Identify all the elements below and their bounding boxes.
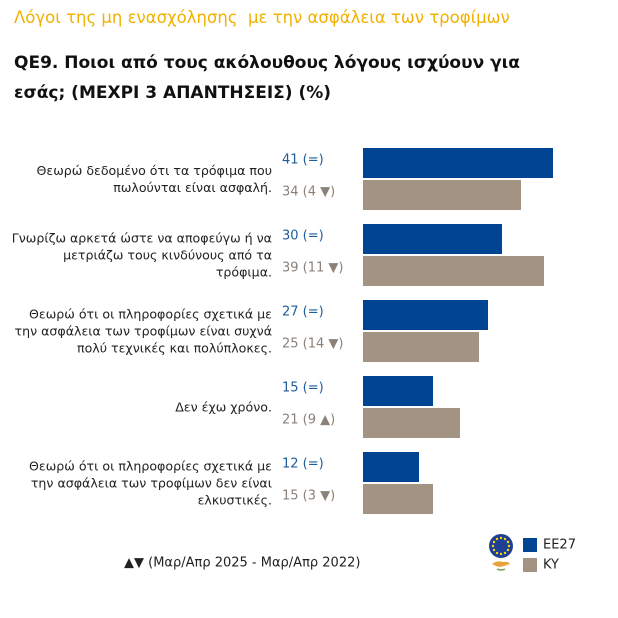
bar: [363, 484, 433, 514]
bar: [363, 224, 503, 254]
value-label: 21 (9 ▲): [282, 412, 336, 428]
category-label: Θεωρώ ότι οι πληροφορίες σχετικά με την …: [29, 458, 272, 508]
bar: [363, 300, 489, 330]
legend-label: KY: [543, 557, 560, 573]
value-label: 15 (=): [282, 380, 324, 396]
footnote: ▲▼ (Μαρ/Απρ 2025 - Μαρ/Απρ 2022): [124, 555, 361, 571]
eu-flag-icon: [489, 534, 513, 558]
value-label: 41 (=): [282, 152, 324, 168]
category-label: Δεν έχω χρόνο.: [175, 399, 272, 415]
chart-title: Λόγοι της μη ενασχόλησης με την ασφάλεια…: [14, 8, 510, 27]
bar: [363, 408, 461, 438]
bar: [363, 332, 479, 362]
bar: [363, 180, 521, 210]
value-label: 39 (11 ▼): [282, 260, 344, 276]
value-label: 15 (3 ▼): [282, 488, 336, 504]
category-label: Θεωρώ ότι οι πληροφορίες σχετικά με την …: [14, 306, 272, 356]
bar: [363, 256, 544, 286]
bar: [363, 376, 433, 406]
cyprus-flag-icon: [492, 561, 510, 571]
value-label: 27 (=): [282, 304, 324, 320]
category-label: Θεωρώ δεδομένο ότι τα τρόφιμα που πωλούν…: [36, 163, 272, 195]
legend-label: EE27: [543, 537, 576, 553]
value-label: 34 (4 ▼): [282, 184, 336, 200]
value-label: 25 (14 ▼): [282, 336, 344, 352]
value-label: 30 (=): [282, 228, 324, 244]
chart-subtitle: QE9. Ποιοι από τους ακόλουθους λόγους ισ…: [14, 53, 520, 103]
bar: [363, 452, 419, 482]
category-label: Γνωρίζω αρκετά ώστε να αποφεύγω ή να μετ…: [11, 230, 272, 280]
bar: [363, 148, 554, 178]
value-label: 12 (=): [282, 456, 324, 472]
legend-swatch: [523, 558, 537, 572]
legend-swatch: [523, 538, 537, 552]
